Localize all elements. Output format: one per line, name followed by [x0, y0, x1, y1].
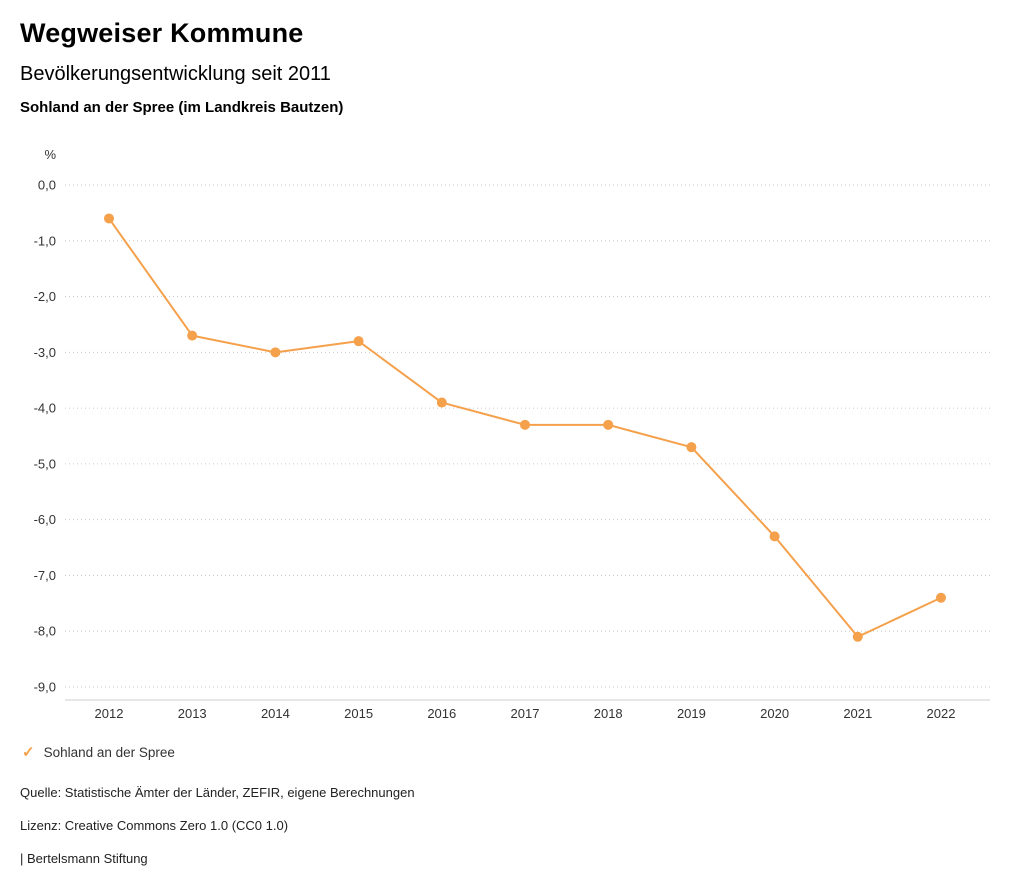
x-tick-label: 2019: [677, 706, 706, 721]
data-point[interactable]: [686, 442, 697, 453]
data-point[interactable]: [769, 531, 780, 542]
y-tick-label: -1,0: [34, 233, 56, 248]
y-tick-label: -9,0: [34, 680, 56, 695]
chart-region-subtitle: Sohland an der Spree (im Landkreis Bautz…: [20, 99, 344, 116]
y-tick-label: -5,0: [34, 456, 56, 471]
legend-item-sohland[interactable]: ✓ Sohland an der Spree: [22, 745, 175, 760]
x-tick-label: 2012: [95, 706, 124, 721]
page-title: Wegweiser Kommune: [20, 18, 304, 48]
chart-canvas: 0,0 -1,0 -2,0 -3,0 -4,0 -5,0 -6,0 -7,0 -8,0 -9,0%…: [34, 147, 990, 721]
data-point[interactable]: [852, 631, 863, 642]
data-point[interactable]: [936, 592, 946, 603]
y-axis-unit-label: %: [44, 147, 56, 162]
population-line-chart: 0,0 -1,0 -2,0 -3,0 -4,0 -5,0 -6,0 -7,0 -8,0 -9,0%…: [0, 140, 1024, 740]
x-tick-label: 2020: [760, 706, 789, 721]
data-point[interactable]: [436, 397, 447, 408]
x-tick-label: 2017: [511, 706, 540, 721]
x-tick-label: 2015: [344, 706, 373, 721]
y-tick-label: -2,0: [34, 289, 56, 304]
chart-title: Bevölkerungsentwicklung seit 2011: [20, 63, 331, 85]
chart-footer: Quelle: Statistische Ämter der Länder, Z…: [20, 785, 415, 884]
attribution-text: | Bertelsmann Stiftung: [20, 851, 148, 866]
license-text: Lizenz: Creative Commons Zero 1.0 (CC0 1…: [20, 818, 289, 833]
y-tick-label: -8,0: [34, 624, 56, 639]
x-tick-label: 2014: [261, 706, 290, 721]
data-point[interactable]: [187, 330, 198, 341]
data-point[interactable]: [104, 213, 114, 224]
source-text: Quelle: Statistische Ämter der Länder, Z…: [20, 785, 415, 800]
data-point[interactable]: [270, 347, 281, 358]
x-tick-label: 2013: [178, 706, 207, 721]
y-tick-label: -4,0: [34, 401, 56, 416]
data-point[interactable]: [603, 419, 614, 430]
y-tick-label: -6,0: [34, 512, 56, 527]
legend-check-icon: ✓: [22, 744, 35, 761]
y-tick-label: 0,0: [38, 178, 56, 193]
chart-header: Wegweiser Kommune Bevölkerungsentwicklun…: [20, 18, 343, 116]
x-tick-label: 2021: [843, 706, 872, 721]
x-tick-label: 2018: [594, 706, 623, 721]
legend-label: Sohland an der Spree: [43, 745, 175, 760]
data-point[interactable]: [520, 419, 530, 430]
x-tick-label: 2016: [427, 706, 456, 721]
y-tick-label: -7,0: [34, 568, 56, 583]
x-tick-label: 2022: [927, 706, 956, 721]
data-point[interactable]: [353, 336, 364, 347]
y-tick-label: -3,0: [34, 345, 56, 360]
